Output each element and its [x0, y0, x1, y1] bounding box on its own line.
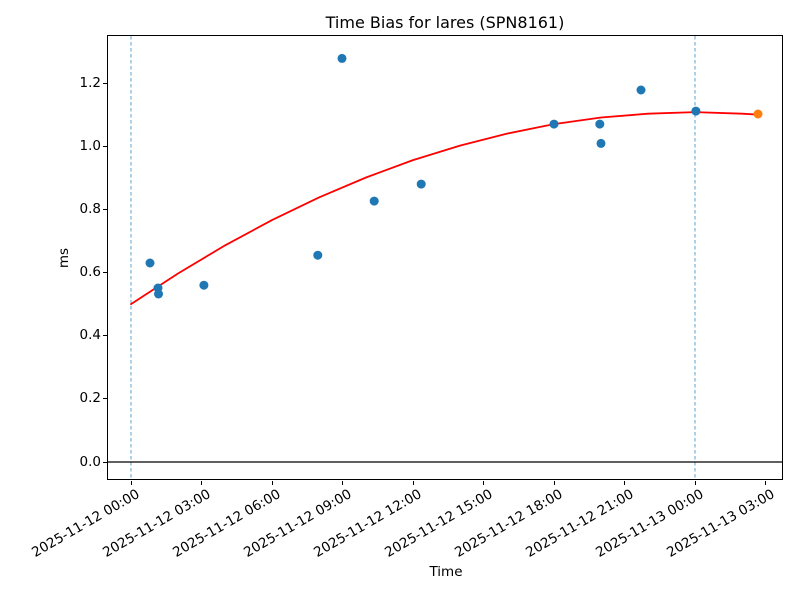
y-tick-mark	[103, 208, 107, 210]
data-point	[199, 280, 209, 290]
x-tick-mark	[553, 481, 555, 485]
data-point	[337, 53, 347, 63]
data-point	[691, 106, 701, 116]
latest-data-point	[753, 109, 763, 119]
data-point	[595, 119, 605, 129]
x-tick-mark	[765, 481, 766, 485]
x-tick-mark	[342, 481, 343, 485]
x-tick-mark	[412, 481, 414, 485]
data-point	[416, 179, 426, 189]
x-tick-mark	[271, 481, 273, 485]
x-tick-mark	[201, 481, 202, 485]
x-axis-label: Time	[429, 564, 463, 580]
y-tick-label: 0.0	[79, 453, 101, 470]
data-point	[369, 196, 379, 206]
data-point	[145, 258, 155, 268]
y-tick-label: 1.2	[79, 74, 101, 91]
x-tick-mark	[624, 481, 625, 485]
y-tick-label: 0.8	[79, 200, 101, 217]
data-point	[596, 138, 606, 148]
data-point	[154, 289, 163, 299]
data-point	[636, 85, 646, 95]
x-tick-mark	[130, 481, 132, 485]
y-tick-mark	[103, 461, 107, 463]
y-tick-label: 0.4	[79, 327, 101, 344]
y-tick-mark	[103, 272, 107, 274]
y-tick-label: 0.6	[79, 264, 101, 281]
y-tick-label: 1.0	[79, 137, 101, 154]
y-tick-label: 0.2	[79, 390, 101, 407]
plot-area	[107, 35, 783, 480]
x-tick-mark	[694, 481, 696, 485]
y-tick-mark	[103, 398, 107, 400]
y-tick-mark	[103, 82, 107, 84]
x-tick-mark	[483, 481, 484, 485]
data-point	[313, 250, 323, 260]
y-axis-label: ms	[56, 247, 72, 269]
y-tick-mark	[103, 335, 107, 337]
data-point	[549, 119, 559, 129]
fit-line	[130, 111, 759, 306]
chart-title: Time Bias for lares (SPN8161)	[325, 13, 565, 32]
plot-canvas	[108, 36, 782, 479]
y-tick-mark	[103, 145, 107, 147]
